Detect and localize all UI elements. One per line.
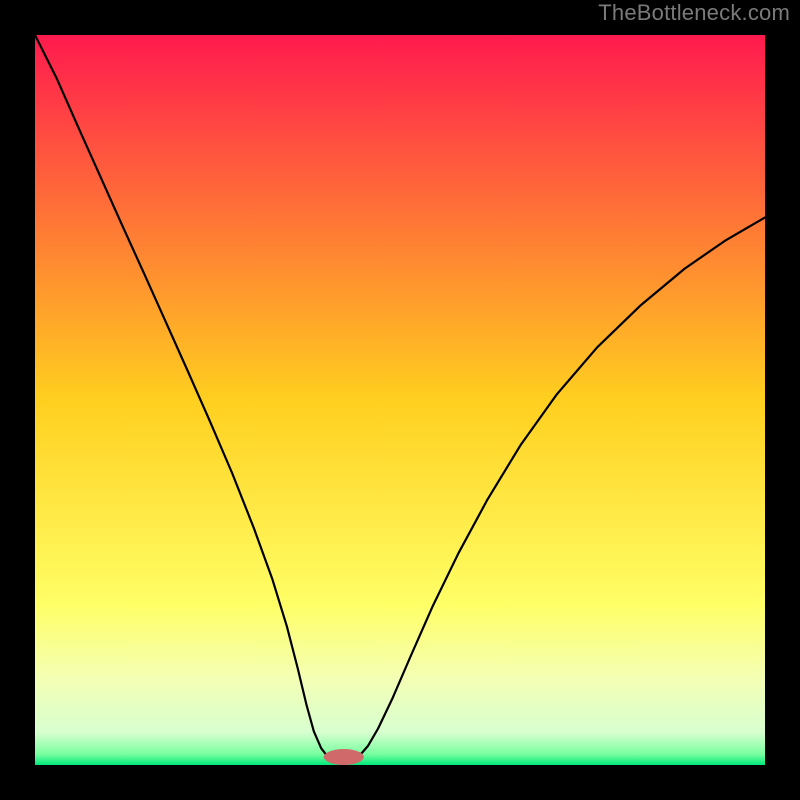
- bottleneck-chart-svg: [0, 0, 800, 800]
- watermark-text: TheBottleneck.com: [598, 0, 790, 26]
- chart-stage: TheBottleneck.com: [0, 0, 800, 800]
- minimum-marker-pill: [324, 749, 364, 765]
- plot-background-gradient: [35, 35, 765, 765]
